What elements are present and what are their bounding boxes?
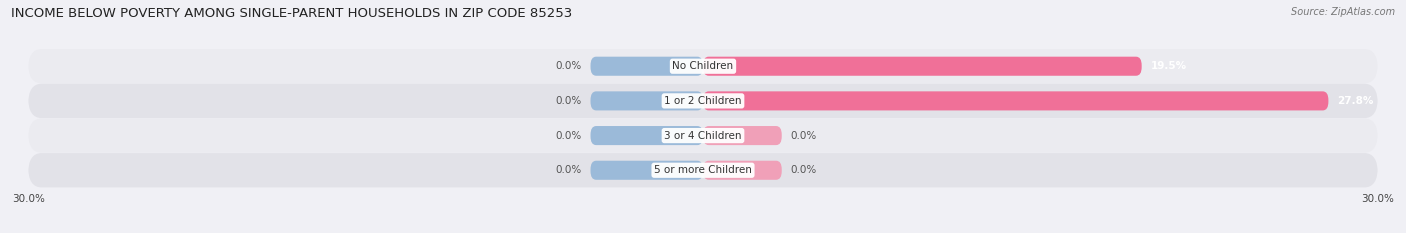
Text: 0.0%: 0.0% [790, 165, 817, 175]
FancyBboxPatch shape [703, 91, 1329, 110]
Text: 0.0%: 0.0% [555, 96, 582, 106]
Text: 1 or 2 Children: 1 or 2 Children [664, 96, 742, 106]
FancyBboxPatch shape [28, 49, 1378, 83]
Text: 0.0%: 0.0% [555, 130, 582, 140]
FancyBboxPatch shape [703, 161, 782, 180]
Text: 5 or more Children: 5 or more Children [654, 165, 752, 175]
FancyBboxPatch shape [28, 118, 1378, 153]
Text: 0.0%: 0.0% [790, 130, 817, 140]
FancyBboxPatch shape [703, 57, 1142, 76]
Text: 27.8%: 27.8% [1337, 96, 1374, 106]
FancyBboxPatch shape [591, 161, 703, 180]
Text: Source: ZipAtlas.com: Source: ZipAtlas.com [1291, 7, 1395, 17]
Text: 19.5%: 19.5% [1150, 61, 1187, 71]
FancyBboxPatch shape [591, 91, 703, 110]
Text: 3 or 4 Children: 3 or 4 Children [664, 130, 742, 140]
FancyBboxPatch shape [591, 57, 703, 76]
Text: INCOME BELOW POVERTY AMONG SINGLE-PARENT HOUSEHOLDS IN ZIP CODE 85253: INCOME BELOW POVERTY AMONG SINGLE-PARENT… [11, 7, 572, 20]
FancyBboxPatch shape [703, 126, 782, 145]
Text: 0.0%: 0.0% [555, 61, 582, 71]
Text: No Children: No Children [672, 61, 734, 71]
FancyBboxPatch shape [591, 126, 703, 145]
FancyBboxPatch shape [28, 84, 1378, 118]
Text: 0.0%: 0.0% [555, 165, 582, 175]
FancyBboxPatch shape [28, 153, 1378, 187]
